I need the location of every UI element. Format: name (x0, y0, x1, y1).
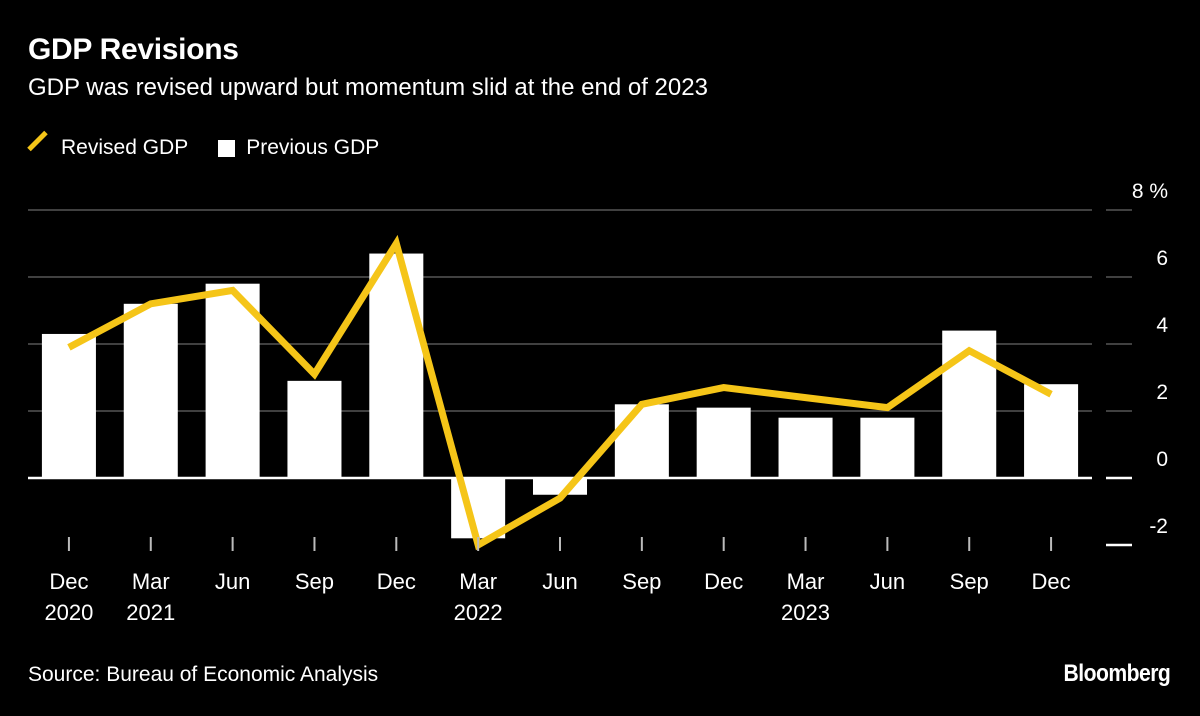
bar-dec-2020 (41, 333, 96, 478)
x-tick-year-label: 2022 (454, 600, 503, 625)
legend-item-revised-gdp: Revised GDP (28, 136, 188, 160)
y-tick-label: 2 (1156, 381, 1168, 404)
x-tick-month-label: Sep (295, 569, 334, 594)
x-axis-ticks (67, 537, 1053, 551)
y-tick-label: -2 (1149, 515, 1168, 538)
x-tick-year-label: 2021 (126, 600, 175, 625)
bar-mar-2021 (123, 303, 178, 478)
x-tick-month-label: Jun (542, 569, 577, 594)
x-tick-month-label: Dec (1032, 569, 1071, 594)
y-tick-label: 0 (1156, 448, 1168, 471)
x-tick-month-label: Dec (704, 569, 743, 594)
zero-axis-line (28, 476, 1132, 547)
chart-legend: Revised GDP Previous GDP (28, 136, 379, 160)
x-tick-month-label: Dec (49, 569, 88, 594)
bar-jun-2021 (205, 283, 260, 478)
x-tick-month-label: Mar (787, 569, 825, 594)
bloomberg-logo: Bloomberg (1063, 660, 1170, 687)
bar-jun-2023 (860, 417, 915, 478)
gridlines (28, 209, 1132, 412)
x-axis-labels: Dec 2020 Mar 2021 Jun Sep Dec Mar 2022 Jun Sep Dec M… (44, 569, 1070, 625)
page-title: GDP Revisions (28, 33, 239, 66)
y-tick-label: 4 (1156, 314, 1168, 337)
bar-sep-2022 (614, 404, 669, 478)
x-tick-year-label: 2023 (781, 600, 830, 625)
x-tick-month-label: Sep (622, 569, 661, 594)
x-tick-month-label: Sep (950, 569, 989, 594)
x-tick-month-label: Mar (459, 569, 497, 594)
legend-label-revised-gdp: Revised GDP (61, 136, 189, 159)
legend-item-previous-gdp: Previous GDP (218, 136, 379, 160)
bar-dec-2022 (696, 407, 751, 478)
line-series-revised-gdp (67, 234, 1053, 551)
source-note: Source: Bureau of Economic Analysis (28, 663, 379, 686)
x-tick-month-label: Dec (377, 569, 416, 594)
square-swatch-icon (218, 139, 236, 157)
chart-header: GDP Revisions GDP was revised upward but… (28, 32, 708, 104)
y-tick-label: 6 (1156, 247, 1168, 270)
bar-sep-2023 (942, 330, 997, 478)
chart-subtitle: GDP was revised upward but momentum slid… (28, 74, 708, 101)
x-tick-month-label: Mar (132, 569, 170, 594)
bar-mar-2023 (778, 417, 833, 478)
y-tick-label: 8 % (1132, 180, 1168, 203)
legend-label-previous-gdp: Previous GDP (246, 136, 380, 159)
x-tick-year-label: 2020 (44, 600, 93, 625)
y-axis-labels: 8 % 6 4 2 0 -2 (1132, 180, 1169, 538)
bar-sep-2021 (287, 380, 342, 478)
bar-dec-2023 (1024, 384, 1079, 478)
x-tick-month-label: Jun (870, 569, 905, 594)
bar-dec-2021 (369, 253, 424, 478)
x-tick-month-label: Jun (215, 569, 250, 594)
